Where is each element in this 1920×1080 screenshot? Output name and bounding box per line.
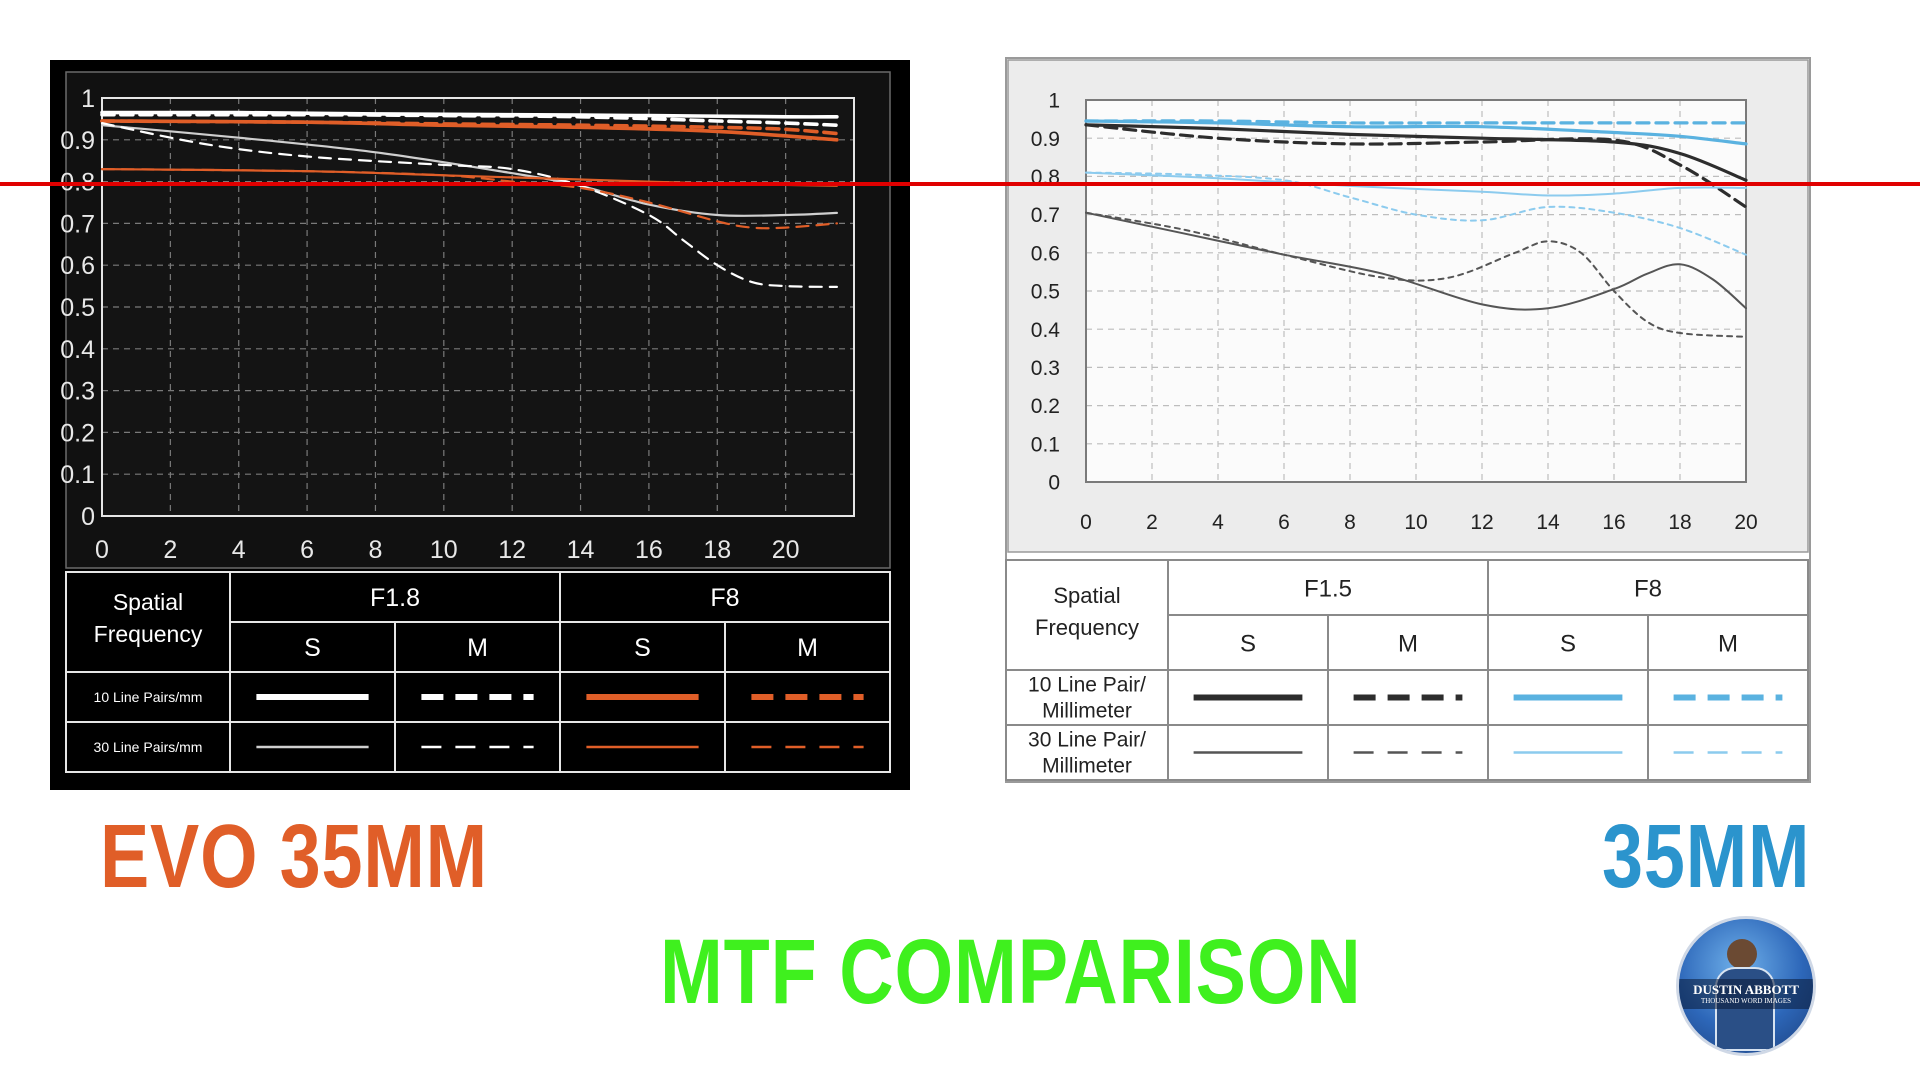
right-y-tick-label: 0.6 [1031,242,1060,265]
left-legend-header: Spatial [113,589,183,615]
right-series-line-f1-5-m-30 [1085,211,1747,338]
right-legend-type: M [1398,631,1418,658]
right-x-tick-label: 10 [1404,511,1427,534]
right-series-line-f1-5-m-10 [1084,123,1748,209]
right-x-tick-label: 2 [1146,511,1158,534]
right-x-tick-label: 6 [1278,511,1290,534]
left-y-tick-label: 0.9 [60,127,95,155]
left-legend-type: M [467,634,488,662]
left-legend-header: Frequency [94,621,203,647]
right-series-group [1084,119,1748,338]
left-x-tick-label: 12 [498,536,526,564]
right-y-tick-label: 0.5 [1031,281,1060,304]
right-y-tick-label: 0.1 [1031,433,1060,456]
left-legend-row-label: 30 Line Pairs/mm [94,739,203,755]
left-y-tick-label: 0.6 [60,252,95,280]
right-legend-row-label: 30 Line Pair/ [1028,729,1146,752]
right-x-tick-label: 8 [1344,511,1356,534]
logo-portrait-head [1727,939,1757,969]
right-legend-type: S [1240,631,1256,658]
right-legend-row-label: Millimeter [1042,755,1132,778]
right-x-tick-label: 14 [1536,511,1560,534]
right-x-tick-label: 20 [1734,511,1757,534]
left-plot-border [101,97,855,517]
left-x-tick-label: 10 [430,536,458,564]
right-legend-row-label: 10 Line Pair/ [1028,674,1146,697]
author-logo: DUSTIN ABBOTT THOUSAND WORD IMAGES [1676,916,1816,1056]
left-legend-table: Spatial Frequency F1.8 F8 S M S M 10 Line Pairs/… [65,571,891,773]
right-x-tick-label: 18 [1668,511,1691,534]
left-series-line-f8-m-10 [100,119,839,136]
comparison-title: MTF COMPARISON [660,921,1362,1023]
right-y-tick-label: 0.7 [1031,204,1060,227]
left-y-tick-label: 1 [81,85,95,113]
left-x-tick-label: 8 [369,536,383,564]
left-lens-title: EVO 35MM [100,807,488,907]
right-x-tick-label: 0 [1080,511,1092,534]
right-legend-header: Spatial [1053,583,1120,608]
right-series-line-f1-5-s-30 [1085,211,1747,311]
left-series-group [100,110,839,288]
left-x-tick-label: 14 [567,536,595,564]
left-legend-type: S [304,634,321,662]
left-y-tick-label: 0.2 [60,419,95,447]
right-legend-type: S [1560,631,1576,658]
right-x-tick-label: 12 [1470,511,1493,534]
right-y-tick-label: 0 [1048,472,1060,495]
right-series-line-f8-m-30 [1085,171,1747,256]
left-x-tick-label: 20 [772,536,800,564]
left-x-tick-label: 2 [163,536,177,564]
right-legend-type: M [1718,631,1738,658]
right-plot-border [1085,99,1747,483]
left-series-line-f8-m-30 [100,168,838,230]
right-x-tick-label: 16 [1602,511,1625,534]
right-y-tick-label: 0.3 [1031,357,1060,380]
left-legend-type: S [634,634,651,662]
left-legend-row-label: 10 Line Pairs/mm [94,689,203,705]
right-legend-header: Frequency [1035,615,1139,640]
left-x-tick-label: 4 [232,536,246,564]
left-y-tick-label: 0 [81,503,95,531]
right-series-line-f8-s-30 [1085,171,1747,197]
right-legend-row-label: Millimeter [1042,700,1132,723]
right-series-line-f8-s-10 [1084,119,1748,146]
right-legend-table: Spatial Frequency F1.5 F8 S M S M 10 Line Pair/M… [1005,559,1809,781]
logo-tagline: THOUSAND WORD IMAGES [1700,997,1792,1005]
left-legend-aperture: F8 [710,584,739,612]
left-series-line-f1-8-s-30 [100,124,838,217]
left-y-tick-label: 0.7 [60,210,95,238]
right-series-line-f1-5-s-10 [1084,123,1748,182]
right-lens-title: 35MM [1602,807,1811,907]
left-x-tick-label: 18 [703,536,731,564]
left-x-tick-label: 0 [95,536,109,564]
left-y-tick-label: 0.1 [60,461,95,489]
right-legend-aperture: F8 [1634,576,1662,603]
right-y-tick-label: 0.9 [1031,128,1060,151]
right-legend-aperture: F1.5 [1304,576,1352,603]
logo-name: DUSTIN ABBOTT [1693,982,1799,997]
right-y-tick-label: 0.2 [1031,395,1060,418]
left-x-tick-label: 16 [635,536,663,564]
left-y-tick-label: 0.3 [60,378,95,406]
left-y-tick-label: 0.5 [60,294,95,322]
left-legend-type: M [797,634,818,662]
right-y-tick-label: 1 [1048,90,1060,113]
logo-band [1679,979,1813,1009]
left-legend-aperture: F1.8 [370,584,420,612]
left-x-tick-label: 6 [300,536,314,564]
right-x-tick-label: 4 [1212,511,1224,534]
left-series-line-f1-8-m-10 [100,112,839,127]
left-y-tick-label: 0.4 [60,336,95,364]
right-series-line-f8-m-10 [1084,119,1748,125]
right-y-tick-label: 0.4 [1031,319,1061,342]
